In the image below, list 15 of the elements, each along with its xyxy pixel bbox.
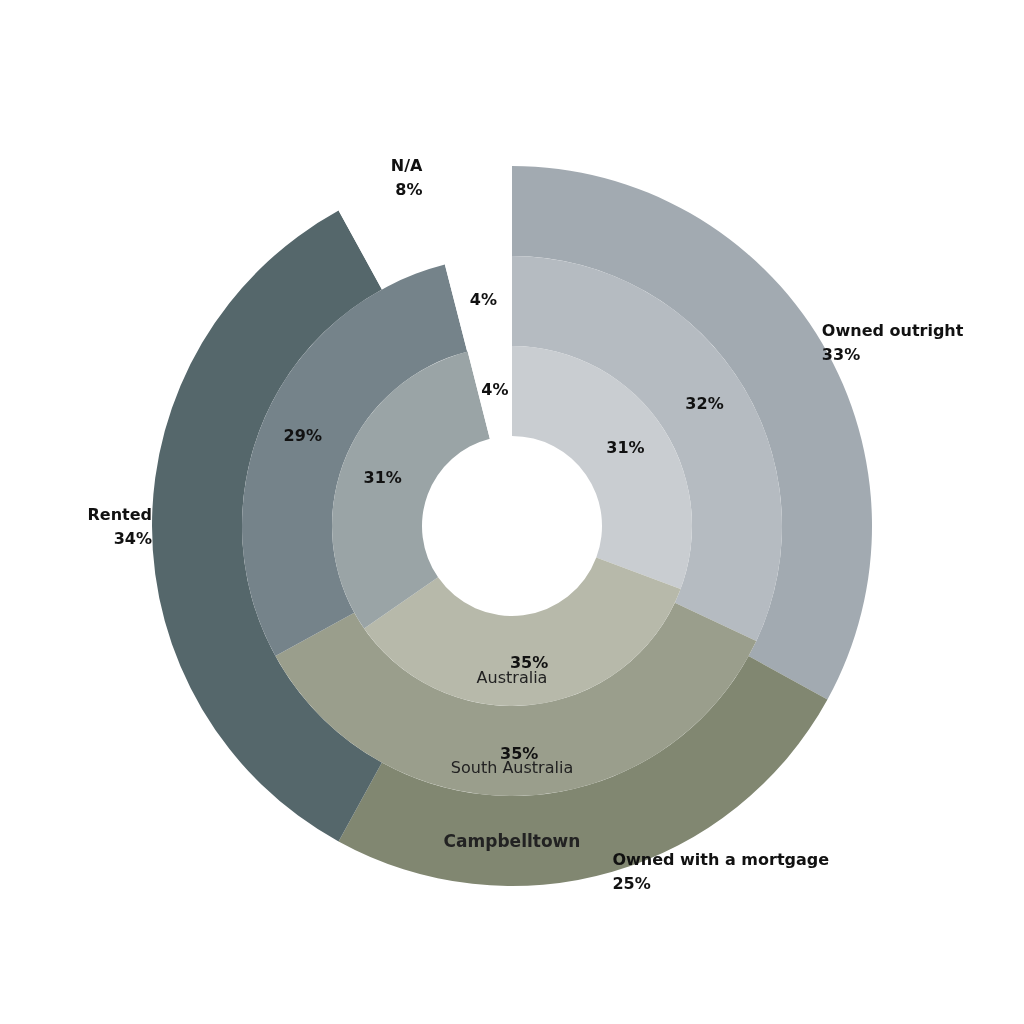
data-label: 4% [469,290,498,310]
data-label: 34% [113,528,152,548]
data-label: 25% [612,874,651,894]
data-label: 31% [606,437,645,457]
data-label: 8% [395,179,423,199]
slice-label: Owned outright [821,321,964,341]
slice-label: Rented [87,504,152,524]
slice-label: N/A [390,155,424,175]
data-label: 32% [685,394,724,414]
data-label: 4% [481,379,509,399]
slice-label: Australia [476,667,548,687]
data-label: 31% [363,468,402,488]
data-label: 29% [283,425,322,445]
slice-label: Campbelltown [443,831,581,851]
data-label: 33% [821,345,861,365]
